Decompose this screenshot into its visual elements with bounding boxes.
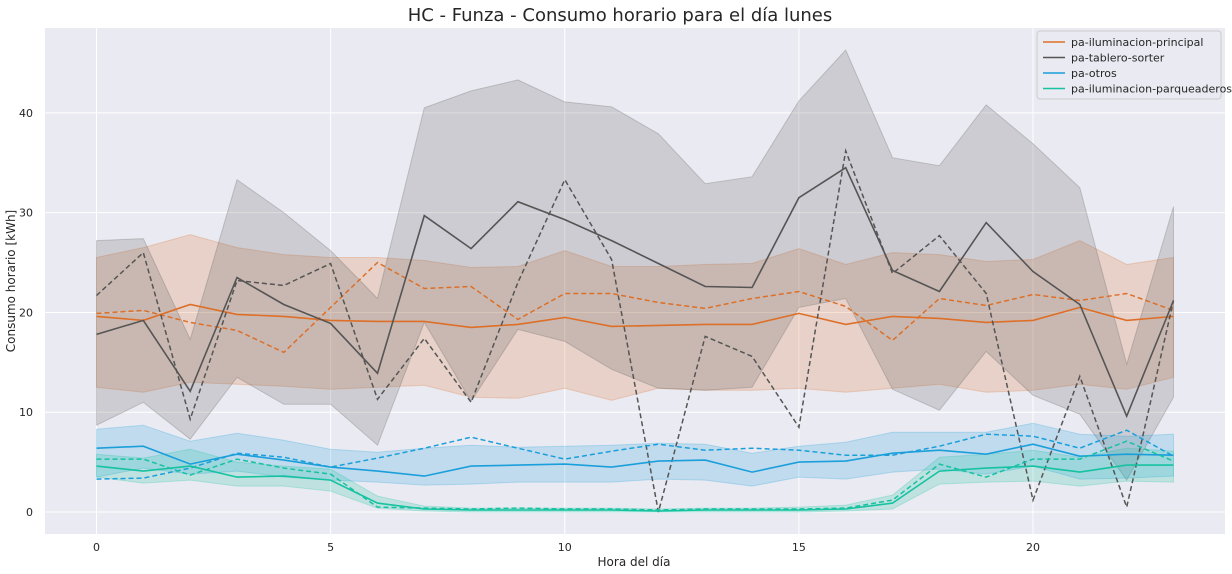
y-axis-label: Consumo horario [kWh] bbox=[4, 210, 18, 352]
x-tick-label: 20 bbox=[1026, 541, 1040, 554]
series-lines bbox=[95, 147, 1175, 513]
legend-box bbox=[1036, 30, 1222, 100]
y-tick-label: 40 bbox=[19, 107, 33, 120]
confidence-band bbox=[96, 49, 1174, 482]
x-tick-label: 15 bbox=[792, 541, 806, 554]
series-dashed-line bbox=[96, 429, 1174, 480]
x-tick-label: 0 bbox=[93, 541, 100, 554]
series-line bbox=[96, 303, 1174, 329]
grid bbox=[45, 28, 1225, 534]
legend-label: pa-iluminacion-parqueaderos bbox=[1071, 83, 1232, 96]
legend: pa-iluminacion-principal pa-tablero-sorte… bbox=[1036, 30, 1232, 100]
series-line bbox=[96, 166, 1175, 419]
legend-label: pa-otros bbox=[1071, 67, 1117, 80]
legend-label: pa-iluminacion-principal bbox=[1071, 36, 1203, 49]
y-tick-label: 30 bbox=[19, 207, 33, 220]
y-tick-label: 20 bbox=[19, 306, 33, 319]
x-tick-label: 10 bbox=[558, 541, 572, 554]
x-tick-label: 5 bbox=[327, 541, 334, 554]
series-dashed-line bbox=[95, 147, 1175, 513]
x-axis-label: Hora del día bbox=[598, 555, 671, 569]
chart-title: HC - Funza - Consumo horario para el día… bbox=[408, 5, 833, 26]
y-tick-label: 10 bbox=[19, 406, 33, 419]
series-line bbox=[96, 464, 1174, 512]
tick-labels: 0 5 10 15 20 0 10 20 30 40 bbox=[19, 107, 1040, 554]
legend-label: pa-tablero-sorter bbox=[1071, 52, 1165, 65]
series-dashed-line bbox=[96, 261, 1174, 354]
y-tick-label: 0 bbox=[26, 506, 33, 519]
series-line bbox=[96, 443, 1174, 477]
series-dashed-line bbox=[96, 440, 1174, 511]
